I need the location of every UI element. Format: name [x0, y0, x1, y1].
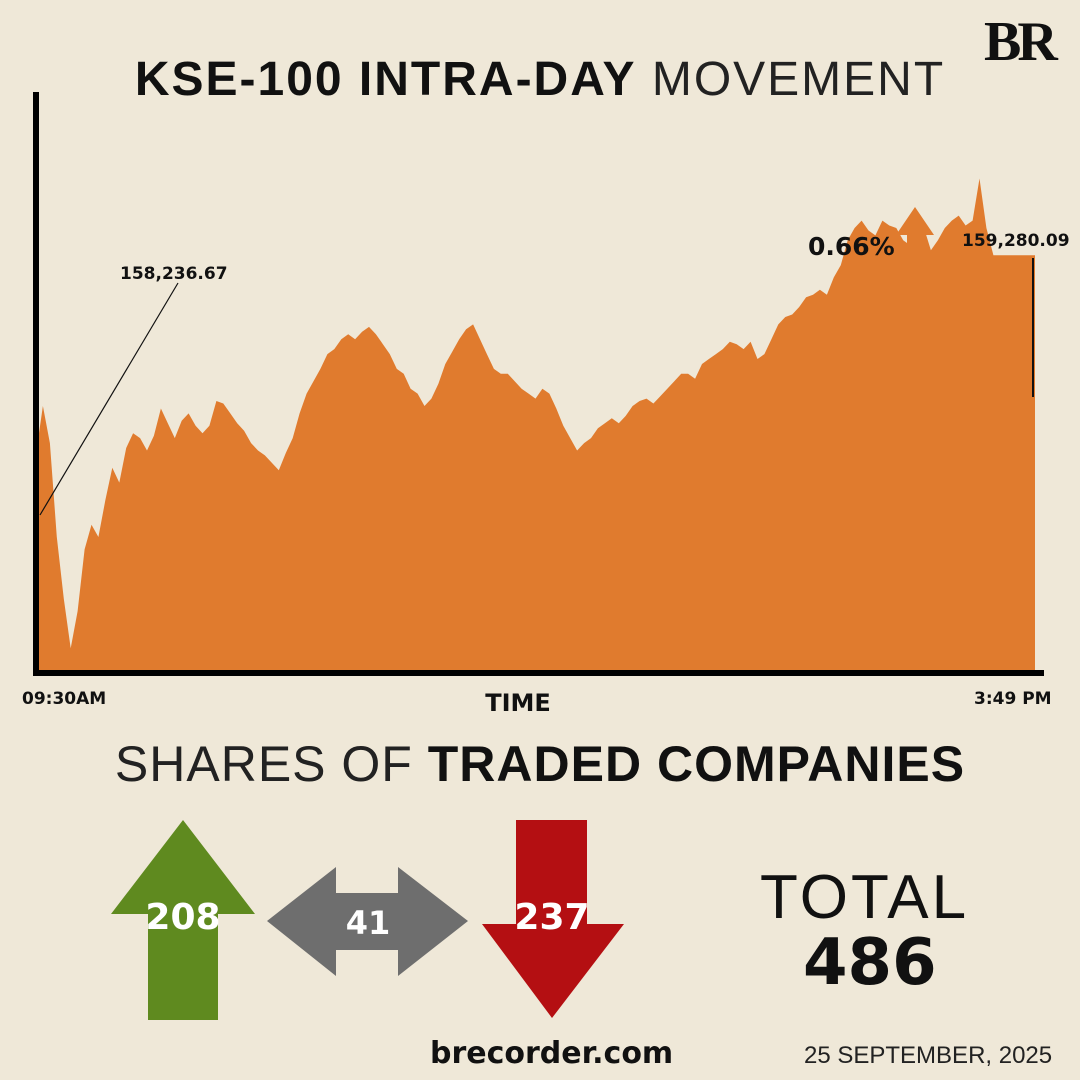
open-leader-line: [39, 282, 179, 516]
br-logo: BR: [984, 11, 1058, 73]
up-arrow-icon: [896, 207, 934, 262]
x-axis-title: TIME: [485, 689, 551, 717]
change-percent: 0.66%: [808, 232, 895, 261]
shares-title-bold: TRADED COMPANIES: [427, 736, 966, 792]
site-url[interactable]: brecorder.com: [430, 1036, 674, 1071]
declined-count: 237: [514, 897, 590, 938]
open-value-label: 158,236.67: [120, 264, 228, 284]
advanced-up-arrow-icon: [111, 820, 255, 1020]
chart-title: KSE-100 INTRA-DAY MOVEMENT: [0, 52, 1080, 107]
total-value: 486: [803, 926, 937, 1000]
unchanged-double-arrow-icon: [267, 867, 468, 976]
close-value-label: 159,280.09: [962, 231, 1070, 251]
unchanged-count: 41: [345, 904, 391, 942]
intraday-area-chart: 158,236.67 159,280.09 0.66% 09:30AM 3:49…: [22, 92, 1070, 717]
chart-title-bold: KSE-100 INTRA-DAY: [134, 53, 637, 106]
index-area: [36, 178, 1035, 673]
x-end-label: 3:49 PM: [974, 689, 1052, 709]
total-label: TOTAL: [760, 863, 970, 932]
declined-down-arrow-icon: [482, 820, 624, 1018]
shares-title-light: SHARES OF: [114, 736, 413, 792]
x-start-label: 09:30AM: [22, 689, 106, 709]
shares-arrows: [111, 820, 624, 1020]
shares-title: SHARES OF TRADED COMPANIES: [0, 735, 1080, 793]
date-label: 25 SEPTEMBER, 2025: [804, 1042, 1053, 1069]
advanced-count: 208: [145, 897, 221, 938]
chart-title-light: MOVEMENT: [651, 53, 946, 106]
